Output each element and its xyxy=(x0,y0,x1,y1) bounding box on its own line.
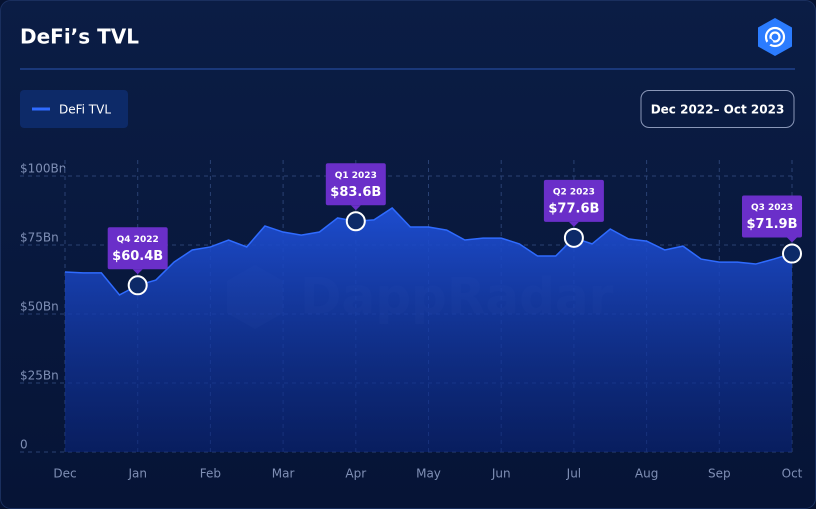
x-tick-label: Apr xyxy=(345,467,366,481)
x-tick-label: May xyxy=(416,467,441,481)
date-range-label: Dec 2022– Oct 2023 xyxy=(651,103,785,117)
callout-value: $83.6B xyxy=(330,185,381,200)
chart-title: DeFi’s TVL xyxy=(20,25,139,49)
y-tick-label: $75Bn xyxy=(20,231,59,245)
callout xyxy=(742,195,802,238)
highlight-point xyxy=(563,227,584,248)
x-tick-label: Sep xyxy=(708,467,731,481)
x-tick-label: Oct xyxy=(782,467,803,481)
highlight-point xyxy=(127,275,148,296)
callout xyxy=(107,227,168,270)
callout xyxy=(543,179,604,222)
x-tick-label: Feb xyxy=(200,467,221,481)
callout-title: Q3 2023 xyxy=(751,203,793,213)
callout-pointer xyxy=(568,221,579,227)
highlight-point xyxy=(345,211,366,232)
callout-value: $77.6B xyxy=(548,201,599,216)
callout-value: $60.4B xyxy=(112,249,163,264)
y-tick-label: $100Bn xyxy=(20,162,66,176)
callout-title: Q1 2023 xyxy=(335,171,377,181)
y-tick-label: 0 xyxy=(20,438,28,452)
x-tick-label: Mar xyxy=(272,467,295,481)
x-tick-label: Dec xyxy=(53,467,76,481)
y-tick-label: $25Bn xyxy=(20,369,59,383)
date-range[interactable] xyxy=(640,90,795,128)
logo xyxy=(758,18,792,56)
callout-pointer xyxy=(132,269,143,275)
callout-value: $71.9B xyxy=(746,217,797,232)
line xyxy=(64,207,793,296)
y-tick-label: $50Bn xyxy=(20,300,59,314)
callout-title: Q2 2023 xyxy=(553,187,595,197)
callout-pointer xyxy=(350,205,361,211)
area xyxy=(65,208,792,452)
callout-title: Q4 2022 xyxy=(117,235,159,245)
plot: DappRadar0$25Bn$50Bn$75Bn$100BnDecJanFeb… xyxy=(20,160,803,481)
x-tick-label: Jun xyxy=(491,467,511,481)
highlight-point xyxy=(782,243,802,264)
x-tick-label: Jul xyxy=(566,467,581,481)
x-tick-label: Aug xyxy=(635,467,658,481)
callout xyxy=(325,163,386,206)
x-tick-label: Jan xyxy=(127,467,147,481)
legend xyxy=(20,90,128,128)
callout-pointer xyxy=(787,237,797,243)
legend-label: DeFi TVL xyxy=(59,103,111,117)
